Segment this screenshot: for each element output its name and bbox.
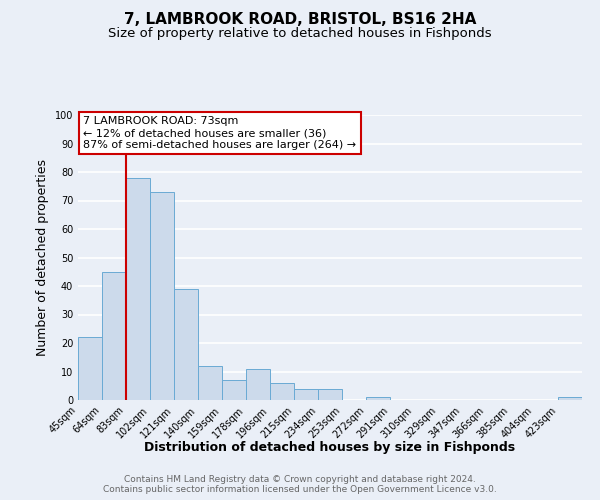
Text: 7 LAMBROOK ROAD: 73sqm
← 12% of detached houses are smaller (36)
87% of semi-det: 7 LAMBROOK ROAD: 73sqm ← 12% of detached… <box>83 116 356 150</box>
Y-axis label: Number of detached properties: Number of detached properties <box>36 159 49 356</box>
Bar <box>294 388 318 400</box>
Bar <box>126 178 150 400</box>
Text: Size of property relative to detached houses in Fishponds: Size of property relative to detached ho… <box>108 28 492 40</box>
Bar <box>366 397 390 400</box>
Text: Distribution of detached houses by size in Fishponds: Distribution of detached houses by size … <box>145 441 515 454</box>
Bar <box>198 366 222 400</box>
Bar <box>78 338 102 400</box>
Bar <box>558 397 582 400</box>
Bar <box>222 380 246 400</box>
Bar <box>102 272 126 400</box>
Text: Contains HM Land Registry data © Crown copyright and database right 2024.
Contai: Contains HM Land Registry data © Crown c… <box>103 474 497 494</box>
Bar <box>174 289 198 400</box>
Text: 7, LAMBROOK ROAD, BRISTOL, BS16 2HA: 7, LAMBROOK ROAD, BRISTOL, BS16 2HA <box>124 12 476 28</box>
Bar <box>246 368 270 400</box>
Bar <box>150 192 174 400</box>
Bar <box>318 388 342 400</box>
Bar <box>270 383 294 400</box>
